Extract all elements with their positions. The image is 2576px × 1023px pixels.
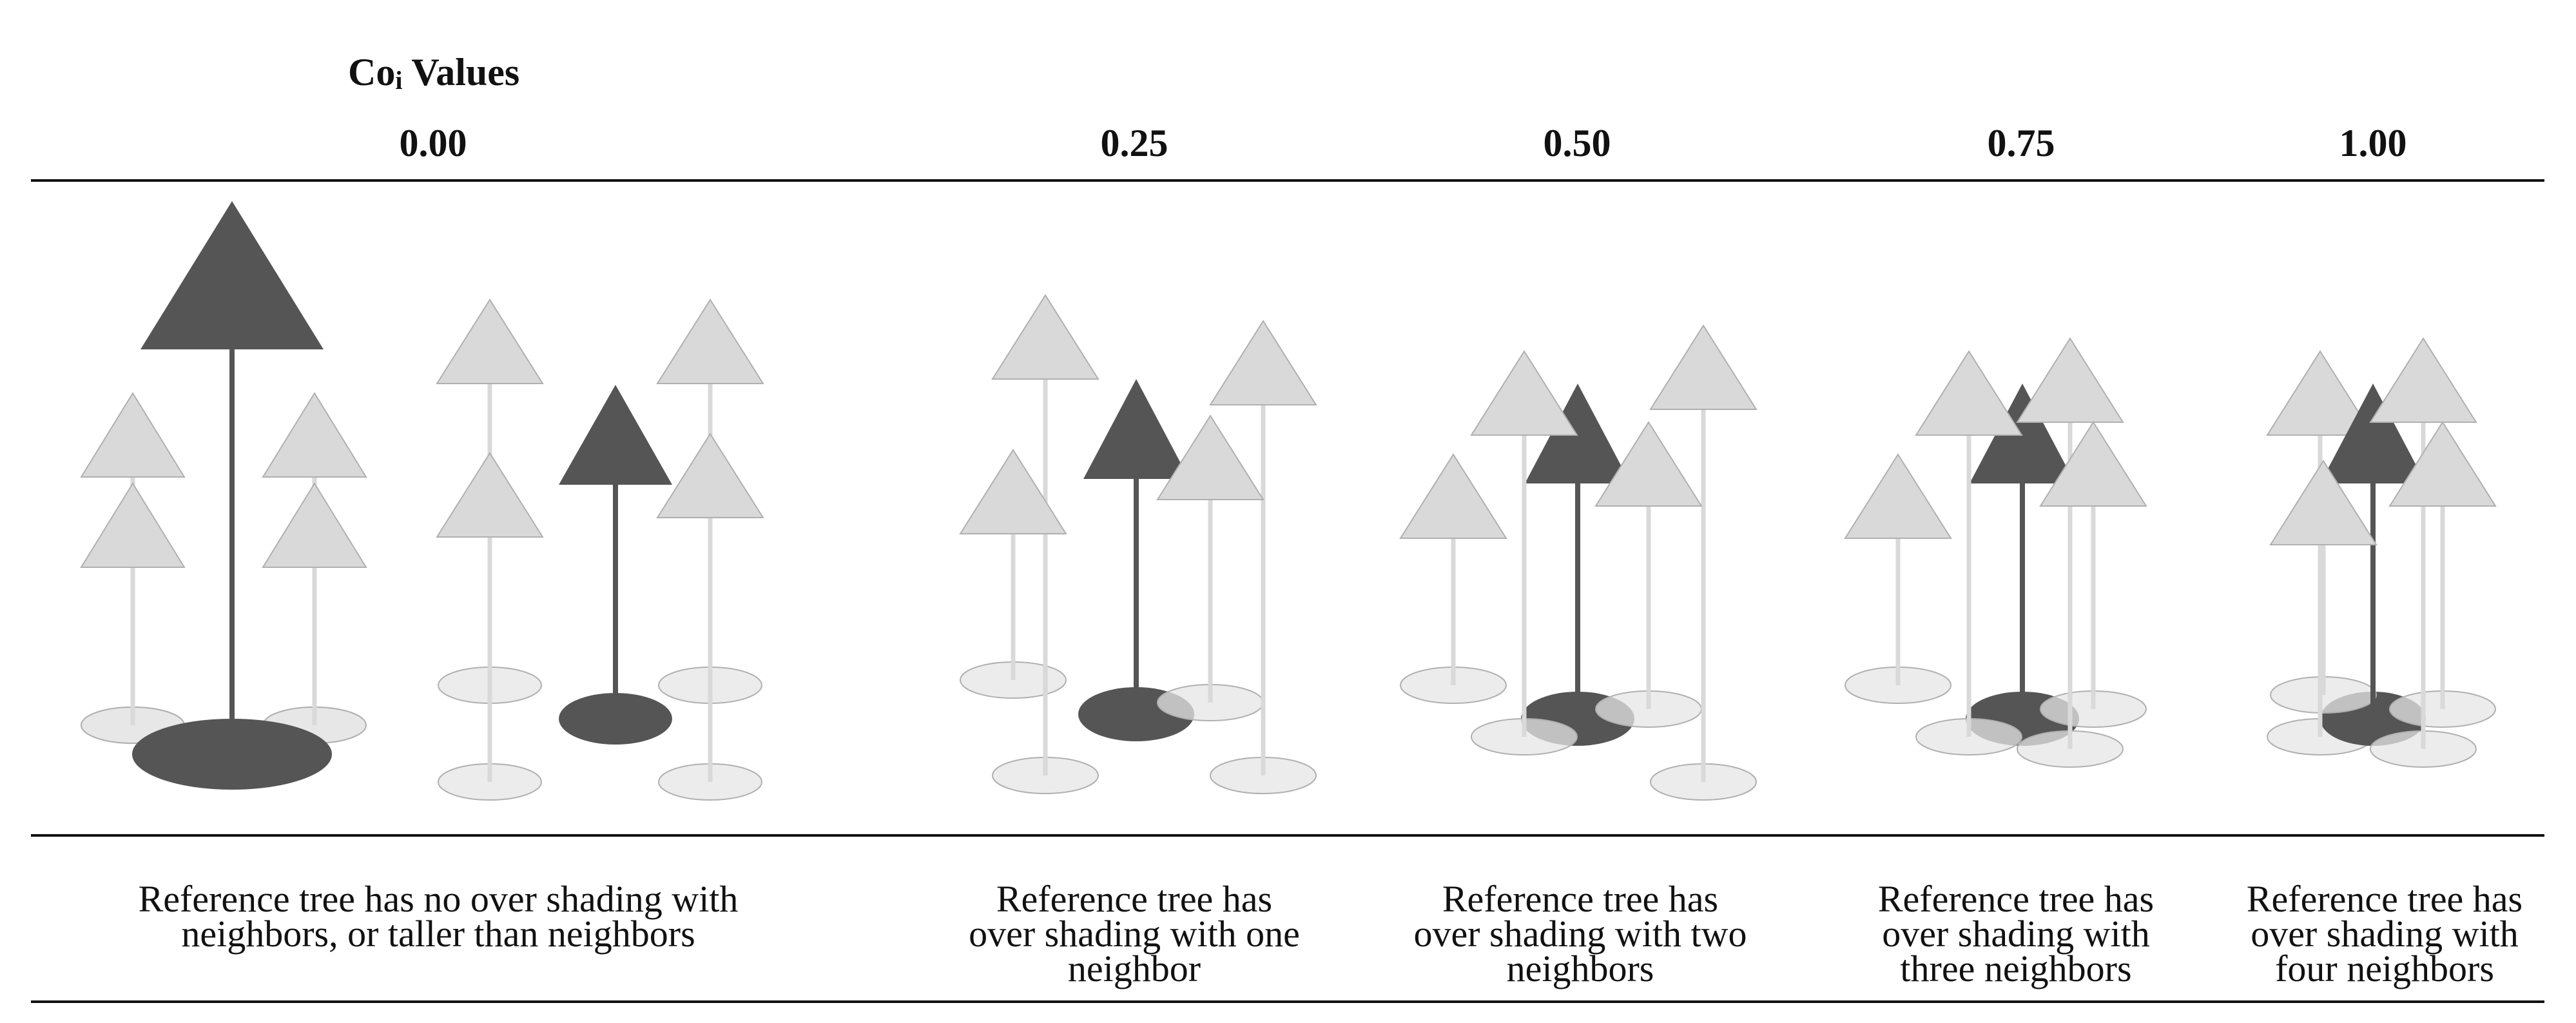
title-prefix: Co	[348, 51, 396, 93]
neighbor-tree-1-5	[1156, 414, 1264, 703]
reference-tree-0-5	[140, 201, 324, 754]
column-value-2: 0.50	[1543, 122, 1611, 164]
neighbor-tree-crown	[959, 449, 1067, 534]
title-suffix: Values	[402, 51, 520, 93]
neighbor-tree-1-2	[959, 449, 1067, 680]
neighbor-tree-crown	[1399, 453, 1507, 539]
neighbor-tree-crown	[2016, 337, 2124, 423]
neighbor-tree-3-1	[1844, 453, 1952, 685]
neighbor-tree-crown	[262, 482, 367, 568]
reference-tree-crown	[559, 385, 672, 485]
reference-tree-4-2	[2320, 384, 2426, 719]
neighbor-tree-crown	[80, 482, 186, 568]
neighbor-tree-crown	[2388, 421, 2497, 507]
neighbor-tree-3-4	[2016, 337, 2124, 749]
neighbor-tree-2-1	[1399, 453, 1507, 685]
neighbor-tree-3-5	[2039, 421, 2147, 709]
column-value-3: 0.75	[1987, 122, 2055, 164]
neighbor-tree-crown	[656, 298, 764, 384]
reference-tree-1-4	[1083, 379, 1189, 714]
neighbor-tree-4-4	[2269, 460, 2377, 695]
neighbor-tree-2-4	[1470, 350, 1578, 737]
title-subscript: i	[395, 66, 403, 95]
neighbor-tree-crown	[1594, 421, 1703, 507]
neighbor-tree-crown	[1844, 453, 1952, 539]
reference-tree-2-3	[1525, 384, 1631, 719]
neighbor-tree-crown	[436, 452, 544, 538]
rule-header	[31, 179, 2544, 182]
neighbor-tree-crown	[656, 433, 764, 518]
neighbor-tree-0-7	[436, 452, 544, 685]
neighbor-tree-crown	[1470, 350, 1578, 436]
reference-tree-crown	[1083, 379, 1189, 479]
column-value-1: 0.25	[1100, 122, 1168, 164]
neighbor-tree-crown	[2269, 460, 2377, 545]
neighbor-tree-crown	[991, 294, 1099, 380]
neighbor-tree-crown	[1209, 320, 1317, 405]
reference-tree-crown	[140, 201, 324, 349]
neighbor-tree-crown	[80, 392, 186, 478]
neighbor-tree-2-2	[1649, 324, 1758, 782]
reference-tree-0-10	[559, 385, 672, 719]
neighbor-tree-crown	[1649, 324, 1758, 410]
column-value-4: 1.00	[2339, 122, 2407, 164]
neighbor-tree-crown	[2369, 337, 2477, 423]
neighbor-tree-crown	[1915, 350, 2023, 436]
neighbor-tree-4-3	[2369, 337, 2477, 749]
caption-3: Reference tree has over shading with thr…	[1877, 878, 2155, 989]
neighbor-tree-crown	[2039, 421, 2147, 507]
neighbor-tree-crown	[2266, 350, 2374, 436]
rule-middle	[31, 834, 2544, 837]
neighbor-tree-1-3	[1209, 320, 1317, 775]
reference-tree-crown	[1970, 384, 2075, 483]
neighbor-tree-crown	[436, 298, 544, 384]
reference-tree-3-2	[1970, 384, 2075, 719]
reference-tree-crown	[2320, 384, 2426, 483]
neighbor-tree-1-1	[991, 294, 1099, 775]
neighbor-tree-2-5	[1594, 421, 1703, 709]
neighbor-tree-crown	[262, 392, 367, 478]
caption-2: Reference tree has over shading with two…	[1413, 878, 1747, 989]
caption-4: Reference tree has over shading with fou…	[2246, 878, 2523, 989]
neighbor-tree-crown	[1156, 414, 1264, 500]
neighbor-tree-4-5	[2388, 421, 2497, 709]
neighbor-tree-3-3	[1915, 350, 2023, 737]
caption-1: Reference tree has over shading with one…	[969, 878, 1300, 989]
caption-0: Reference tree has no over shading with …	[138, 878, 739, 955]
chart-title: Coi Values	[348, 50, 519, 95]
reference-tree-crown	[1525, 384, 1631, 483]
column-value-0: 0.00	[399, 122, 467, 164]
neighbor-tree-0-4	[262, 482, 367, 725]
neighbor-tree-0-9	[656, 433, 764, 685]
neighbor-tree-0-2	[80, 482, 186, 725]
rule-bottom	[31, 1000, 2544, 1003]
